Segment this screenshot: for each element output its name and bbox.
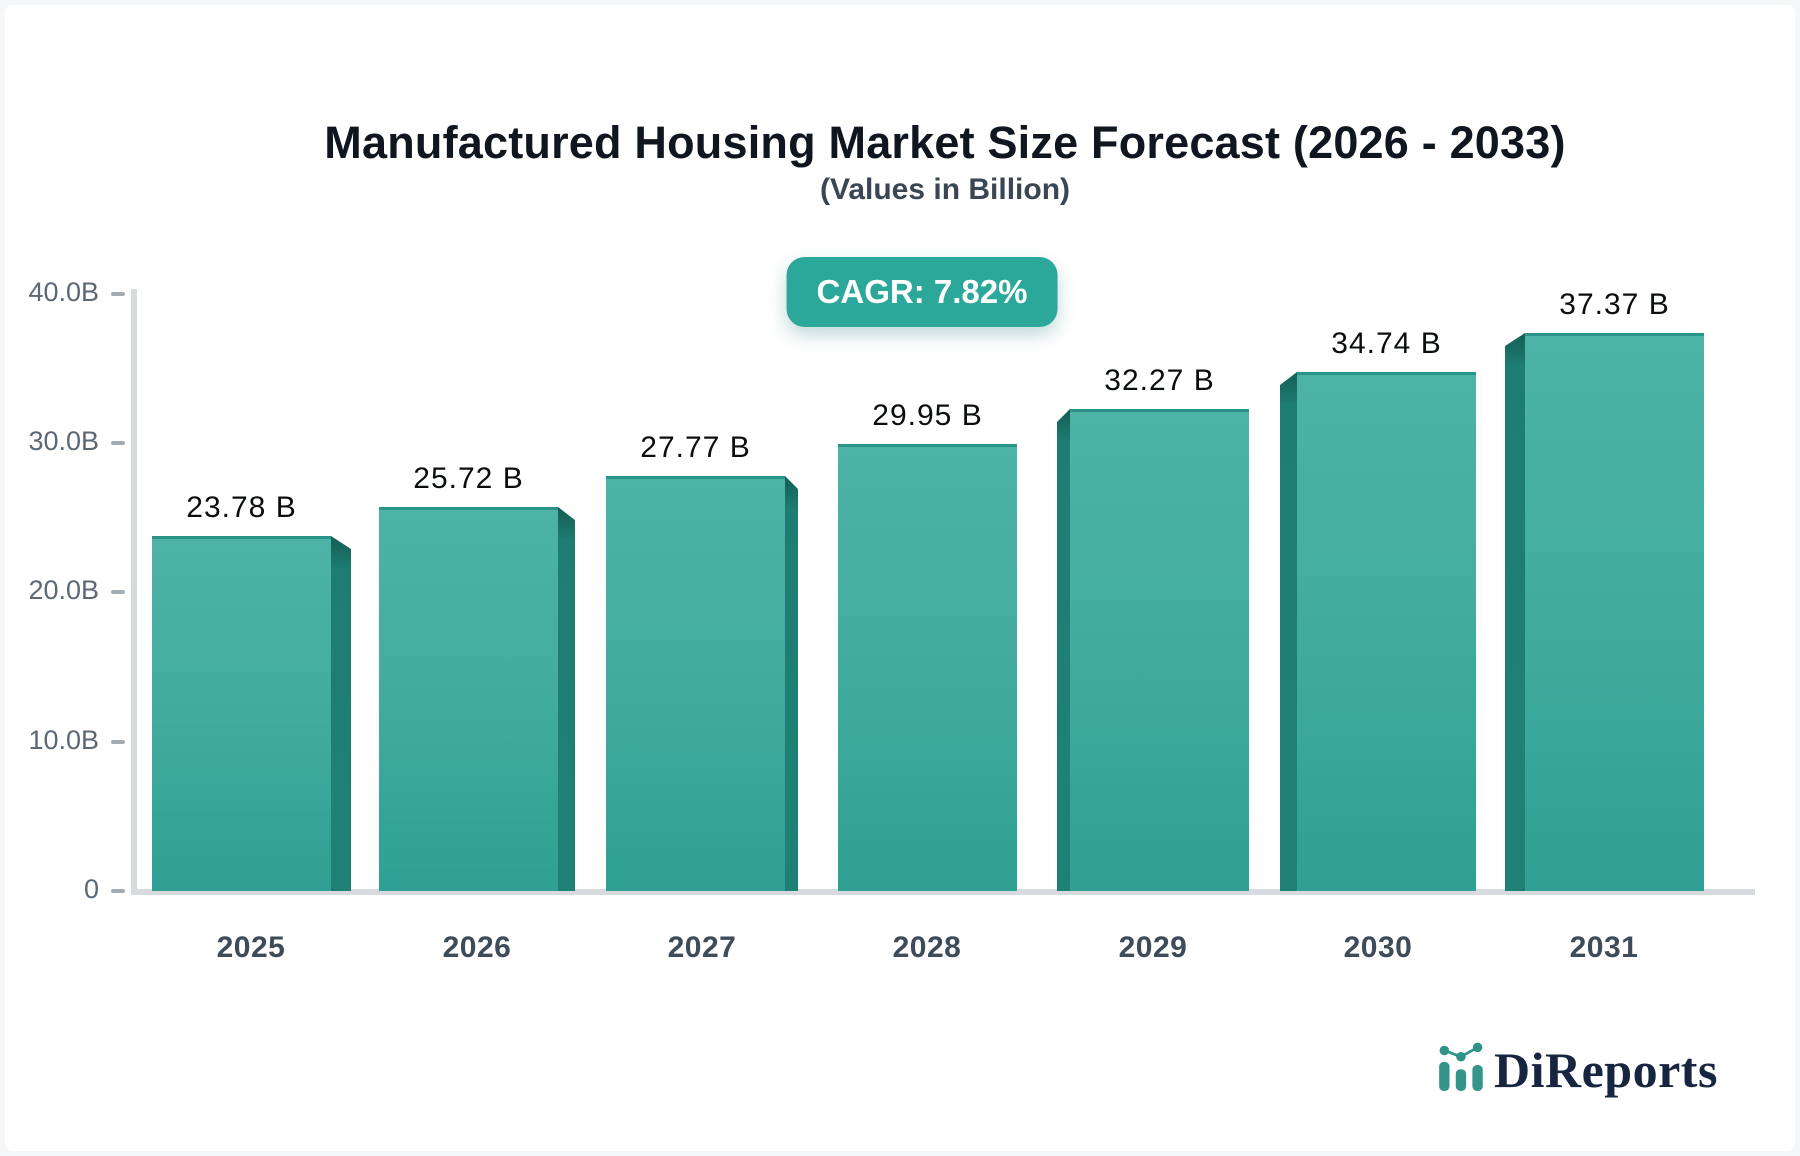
bar-side-2031 xyxy=(1505,333,1525,891)
cagr-badge: CAGR: 7.82% xyxy=(786,257,1058,327)
bar-2027[interactable] xyxy=(606,476,785,891)
x-axis-label-2029: 2029 xyxy=(1118,931,1188,964)
y-axis-tick-label: 20.0B xyxy=(28,575,99,605)
x-axis-label-2030: 2030 xyxy=(1343,931,1413,964)
bar-side-2029 xyxy=(1057,409,1070,891)
bar-2031[interactable] xyxy=(1525,333,1704,891)
y-axis-tick-mark xyxy=(111,441,125,445)
bar-side-2026 xyxy=(558,507,575,891)
y-axis-tick-mark xyxy=(111,292,125,296)
bar-side-2030 xyxy=(1280,372,1297,891)
chart-title: Manufactured Housing Market Size Forecas… xyxy=(324,117,1566,168)
y-axis-tick-mark xyxy=(111,889,125,893)
bar-value-label-2030: 34.74 B xyxy=(1331,327,1442,360)
bar-value-label-2029: 32.27 B xyxy=(1104,364,1215,397)
bar-2026[interactable] xyxy=(379,507,558,891)
x-axis-label-2031: 2031 xyxy=(1569,931,1639,964)
y-axis-tick-mark xyxy=(111,590,125,594)
bar-line-chart-icon xyxy=(1437,1037,1487,1096)
x-axis-line xyxy=(131,889,1755,895)
y-axis-line xyxy=(131,289,137,893)
chart-card: Manufactured Housing Market Size Forecas… xyxy=(5,5,1795,1151)
bar-value-label-2026: 25.72 B xyxy=(413,462,524,495)
y-axis-tick-label: 40.0B xyxy=(28,277,99,307)
y-axis-tick-label: 0 xyxy=(83,874,99,904)
y-axis-tick-label: 30.0B xyxy=(28,426,99,456)
bar-side-2025 xyxy=(331,536,351,891)
chart-subtitle: (Values in Billion) xyxy=(819,173,1071,206)
bar-value-label-2027: 27.77 B xyxy=(640,431,751,464)
bar-side-2027 xyxy=(785,476,798,891)
x-axis-label-2026: 2026 xyxy=(442,931,512,964)
bar-value-label-2025: 23.78 B xyxy=(186,491,297,524)
bar-2030[interactable] xyxy=(1297,372,1476,891)
y-axis-tick-mark xyxy=(111,740,125,744)
bar-value-label-2028: 29.95 B xyxy=(872,399,983,432)
bar-2025[interactable] xyxy=(152,536,331,891)
brand-logo: DiReports xyxy=(1437,1037,1718,1096)
x-axis-label-2025: 2025 xyxy=(216,931,286,964)
bar-2028[interactable] xyxy=(838,444,1017,891)
x-axis-label-2028: 2028 xyxy=(892,931,962,964)
bar-value-label-2031: 37.37 B xyxy=(1559,288,1670,321)
brand-name: DiReports xyxy=(1494,1042,1718,1098)
bar-2029[interactable] xyxy=(1070,409,1249,891)
x-axis-label-2027: 2027 xyxy=(667,931,737,964)
y-axis-tick-label: 10.0B xyxy=(28,725,99,755)
